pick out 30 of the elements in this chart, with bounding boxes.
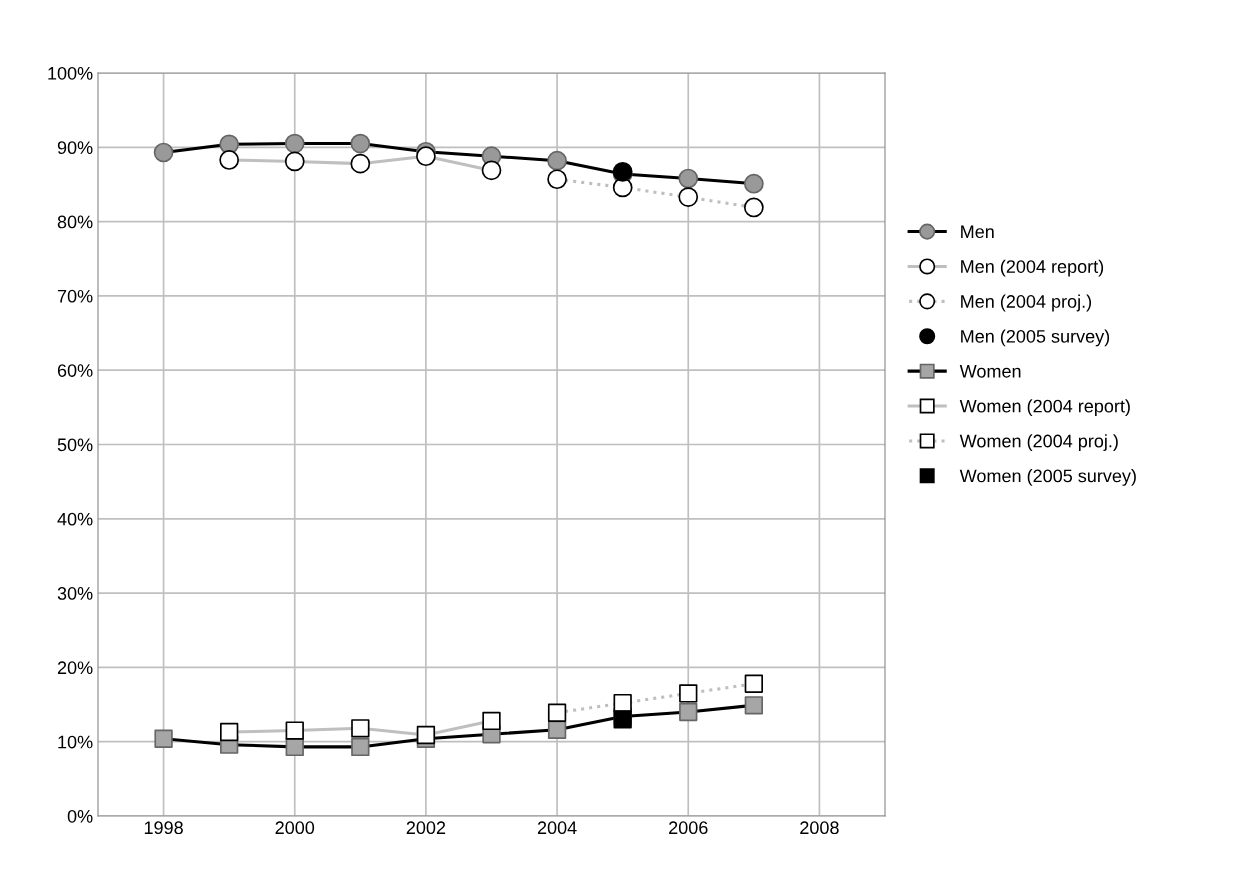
y-tick-label: 10% [58, 735, 93, 749]
point [351, 719, 370, 738]
y-tick-label: 40% [57, 512, 93, 526]
x-tick-label: 2008 [800, 821, 839, 835]
y-tick-label: 0% [67, 809, 93, 823]
x-tick-label: 1998 [144, 821, 183, 835]
legend-label: Women [959, 365, 1021, 378]
y-tick-label: 70% [57, 289, 93, 303]
x-tick-label: 2004 [537, 821, 577, 835]
y-tick-label: 50% [57, 438, 93, 452]
y-tick-label: 30% [57, 587, 93, 600]
legend-label: Men [961, 225, 994, 239]
y-tick-label: 20% [57, 661, 93, 675]
x-tick-label: 2006 [669, 821, 708, 835]
y-tick-label: 100% [48, 66, 93, 80]
legend-label: Women (2004 proj.) [959, 434, 1118, 451]
y-tick-label: 90% [57, 141, 93, 155]
y-tick-label: 80% [57, 215, 93, 229]
y-tick-label: 60% [57, 364, 93, 377]
point [547, 703, 567, 722]
legend-label: Men (2005 survey) [961, 329, 1110, 347]
point [285, 721, 304, 740]
legend-label: Men (2004 proj.) [961, 294, 1092, 312]
legend-label: Women (2005 survey) [959, 469, 1136, 486]
x-tick-label: 2000 [275, 821, 315, 835]
point [482, 711, 501, 731]
legend-label: Women (2004 report) [959, 399, 1130, 417]
point [219, 722, 239, 742]
x-tick-label: 2002 [406, 821, 446, 835]
legend-label: Men (2004 report) [961, 259, 1104, 277]
